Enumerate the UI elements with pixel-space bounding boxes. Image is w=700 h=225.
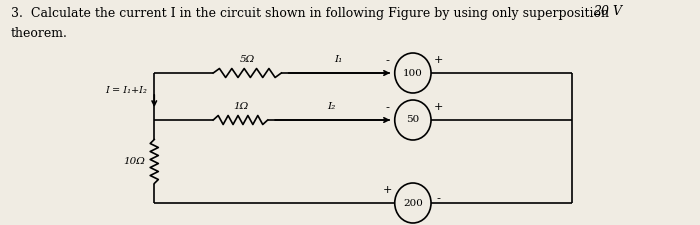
Text: +: +: [433, 55, 443, 65]
Text: theorem.: theorem.: [11, 27, 68, 40]
Text: 200: 200: [403, 198, 423, 207]
Text: +: +: [433, 102, 443, 112]
Text: I = I₁+I₂: I = I₁+I₂: [105, 86, 147, 95]
Text: I₁: I₁: [334, 55, 342, 64]
Text: 5Ω: 5Ω: [239, 55, 255, 64]
Text: 20 V: 20 V: [593, 5, 622, 18]
Text: 1Ω: 1Ω: [233, 102, 248, 111]
Text: I₂: I₂: [327, 102, 335, 111]
Text: -: -: [436, 193, 440, 203]
Text: -: -: [386, 55, 389, 65]
Text: -: -: [386, 102, 389, 112]
Text: 50: 50: [406, 115, 419, 124]
Text: +: +: [383, 185, 392, 195]
Text: 10Ω: 10Ω: [123, 157, 145, 166]
Text: 3.  Calculate the current I in the circuit shown in following Figure by using on: 3. Calculate the current I in the circui…: [11, 7, 609, 20]
Text: 100: 100: [403, 68, 423, 77]
